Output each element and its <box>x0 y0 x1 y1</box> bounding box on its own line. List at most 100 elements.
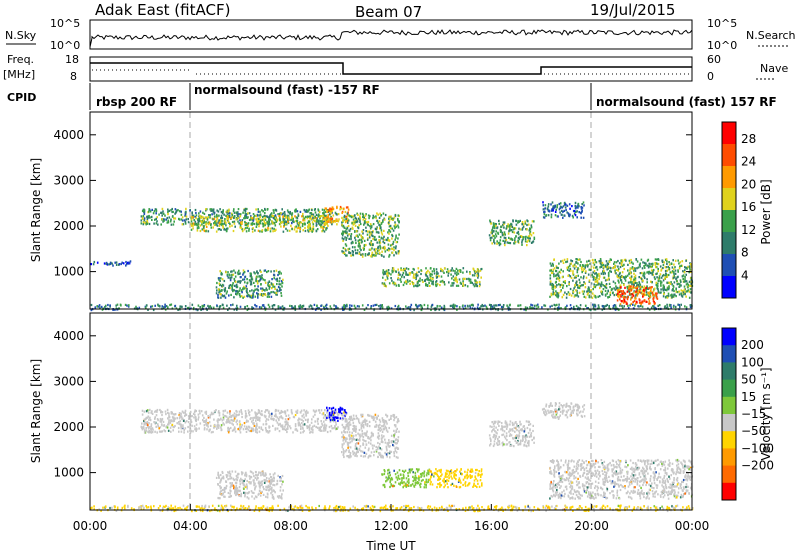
echo-cell <box>363 239 366 242</box>
echo-cell <box>363 439 365 442</box>
echo-cell <box>352 450 354 453</box>
echo-cell <box>323 225 325 229</box>
echo-cell <box>608 307 610 310</box>
echo-cell <box>257 210 260 213</box>
echo-cell <box>558 303 560 306</box>
echo-cell <box>167 421 170 424</box>
echo-cell <box>239 295 241 298</box>
echo-cell <box>141 426 143 429</box>
echo-cell <box>388 217 390 220</box>
echo-cell <box>549 277 552 280</box>
echo-cell <box>321 413 324 416</box>
echo-cell <box>581 284 583 287</box>
echo-cell <box>299 226 302 229</box>
echo-cell <box>280 280 283 283</box>
echo-cell <box>336 219 338 222</box>
echo-cell <box>629 272 632 275</box>
echo-cell <box>328 413 331 416</box>
echo-cell <box>387 274 389 277</box>
echo-cell <box>407 268 410 271</box>
echo-cell <box>141 428 144 431</box>
echo-cell <box>206 424 208 427</box>
echo-cell <box>246 290 248 293</box>
echo-cell <box>276 416 279 419</box>
echo-cell <box>145 427 147 430</box>
echo-cell <box>291 215 293 219</box>
echo-cell <box>646 278 648 281</box>
echo-cell <box>141 217 144 220</box>
echo-cell <box>628 272 630 275</box>
echo-cell <box>463 277 465 281</box>
echo-cell <box>233 284 236 287</box>
echo-cell <box>568 203 571 206</box>
echo-cell <box>296 411 298 414</box>
echo-cell <box>218 278 220 281</box>
echo-cell <box>575 275 577 278</box>
echo-cell <box>225 292 228 295</box>
echo-cell <box>575 210 577 213</box>
echo-cell <box>564 206 567 209</box>
echo-cell <box>167 429 170 432</box>
echo-cell <box>220 223 223 226</box>
echo-cell <box>259 275 261 278</box>
echo-cell <box>239 425 241 428</box>
echo-cell <box>554 214 557 217</box>
echo-cell <box>594 286 597 289</box>
echo-cell <box>220 214 223 217</box>
echo-cell <box>223 423 225 426</box>
echo-cell <box>417 305 419 308</box>
echo-cell <box>198 226 200 229</box>
echo-cell <box>648 270 651 273</box>
echo-cell <box>604 279 607 282</box>
echo-cell <box>296 222 299 225</box>
echo-cell <box>554 285 556 288</box>
echo-cell <box>254 411 256 414</box>
echo-cell <box>226 418 228 422</box>
echo-cell <box>160 411 162 414</box>
echo-cell <box>409 305 412 309</box>
echo-cell <box>561 259 564 262</box>
echo-cell <box>251 278 254 281</box>
echo-cell <box>567 291 570 294</box>
echo-cell <box>282 307 285 310</box>
echo-cell <box>600 272 603 275</box>
echo-cell <box>572 279 574 282</box>
echo-cell <box>264 410 266 414</box>
echo-cell <box>650 287 652 290</box>
echo-cell <box>215 286 218 289</box>
echo-cell <box>580 206 582 209</box>
station-title: Adak East (fitACF) <box>95 1 230 19</box>
echo-cell <box>425 282 427 285</box>
echo-cell <box>305 414 308 417</box>
echo-cell <box>650 280 652 283</box>
echo-cell <box>577 274 579 277</box>
echo-cell <box>632 301 634 304</box>
echo-cell <box>677 282 680 285</box>
echo-cell <box>685 273 687 276</box>
echo-cell <box>304 215 307 218</box>
echo-cell <box>207 304 209 307</box>
echo-cell <box>651 265 653 268</box>
echo-cell <box>246 207 248 211</box>
echo-cell <box>417 267 420 270</box>
echo-cell <box>610 267 612 270</box>
echo-cell <box>632 262 634 265</box>
echo-cell <box>315 230 318 233</box>
echo-cell <box>641 289 644 293</box>
echo-cell <box>312 218 315 221</box>
echo-cell <box>601 290 604 293</box>
echo-cell <box>214 423 216 427</box>
echo-cell <box>654 277 656 281</box>
echo-cell <box>138 306 141 309</box>
echo-cell <box>509 228 511 231</box>
echo-cell <box>342 232 344 235</box>
echo-cell <box>381 250 383 253</box>
echo-cell <box>629 261 631 265</box>
echo-cell <box>377 414 379 417</box>
echo-cell <box>641 285 643 288</box>
echo-cell <box>391 251 394 254</box>
echo-cell <box>634 304 636 307</box>
echo-cell <box>217 210 220 213</box>
echo-cell <box>162 307 165 310</box>
echo-cell <box>549 305 551 308</box>
